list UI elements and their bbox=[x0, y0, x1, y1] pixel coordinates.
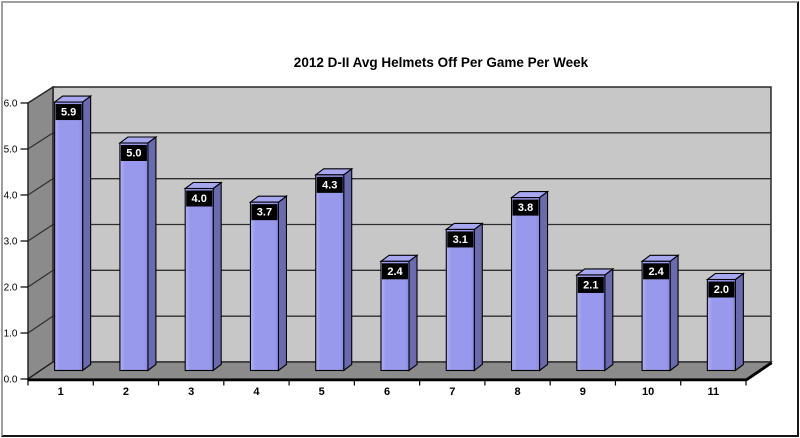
side-wall-gridline bbox=[27, 86, 54, 104]
bar-value-label: 4.3 bbox=[322, 179, 337, 191]
bar-value-label: 5.0 bbox=[126, 148, 141, 160]
bar-front-face bbox=[445, 228, 475, 372]
bar-value-box bbox=[55, 104, 82, 121]
x-axis-label: 6 bbox=[384, 386, 390, 398]
bar-side-face bbox=[538, 190, 549, 372]
bar-front-face bbox=[249, 201, 280, 372]
side-wall-gridline bbox=[27, 132, 54, 150]
bar-side-face bbox=[343, 167, 353, 372]
bar-value-box bbox=[577, 276, 604, 293]
x-axis-label: 11 bbox=[708, 386, 720, 398]
bar-front-face bbox=[184, 187, 214, 372]
y-axis-label: 3.0 bbox=[4, 237, 18, 248]
side-wall-gridline bbox=[27, 269, 54, 288]
x-axis-label: 7 bbox=[449, 386, 455, 398]
bar-side-face bbox=[277, 195, 288, 372]
bar-side-face bbox=[212, 181, 222, 372]
bar-side-face bbox=[147, 135, 157, 372]
bar-value-box bbox=[708, 281, 735, 298]
side-wall-gridline bbox=[27, 178, 54, 196]
x-axis-label: 1 bbox=[58, 386, 64, 398]
bar-value-box bbox=[382, 263, 408, 280]
y-axis-label: 5.0 bbox=[4, 145, 18, 156]
bar-value-box bbox=[120, 145, 147, 161]
x-axis-label: 2 bbox=[123, 386, 129, 398]
bar-side-face bbox=[604, 267, 614, 372]
y-axis-label: 0.0 bbox=[4, 375, 18, 386]
x-axis-label: 3 bbox=[188, 386, 194, 398]
bar-side-face bbox=[82, 94, 92, 372]
x-axis-label: 8 bbox=[514, 386, 520, 398]
bar-front-face bbox=[510, 197, 541, 372]
y-axis-label: 2.0 bbox=[4, 283, 18, 294]
bar-value-label: 3.8 bbox=[518, 202, 533, 214]
bar-value-label: 2.4 bbox=[648, 266, 664, 278]
bar-value-label: 3.1 bbox=[453, 234, 468, 246]
side-wall-gridline bbox=[27, 315, 54, 334]
bar-value-box bbox=[186, 190, 213, 207]
bar-side-face bbox=[473, 222, 483, 372]
x-axis-label: 10 bbox=[642, 386, 654, 398]
side-wall-gridline bbox=[27, 223, 54, 242]
bar-value-box bbox=[447, 231, 474, 248]
bar-value-label: 3.7 bbox=[257, 207, 272, 219]
bar-value-box bbox=[251, 204, 278, 221]
bar-value-label: 4.0 bbox=[192, 193, 207, 205]
x-axis-label: 4 bbox=[253, 386, 260, 398]
bar-front-face bbox=[54, 101, 84, 372]
bar-side-face bbox=[408, 254, 418, 372]
bar-value-label: 2.1 bbox=[583, 279, 598, 291]
chart-title: 2012 D-II Avg Helmets Off Per Game Per W… bbox=[293, 55, 589, 70]
bar-value-label: 2.0 bbox=[714, 284, 729, 296]
bar-front-face bbox=[119, 142, 149, 372]
bar-front-face bbox=[380, 260, 410, 372]
x-axis-label: 9 bbox=[580, 386, 586, 398]
bar-value-box bbox=[316, 176, 343, 193]
x-axis-label: 5 bbox=[319, 386, 325, 398]
bar-side-face bbox=[734, 272, 744, 372]
bar-front-face bbox=[315, 174, 345, 372]
bar-value-box bbox=[643, 263, 670, 280]
bar-value-label: 2.4 bbox=[387, 266, 403, 278]
bar-value-label: 5.9 bbox=[61, 107, 76, 119]
y-axis-label: 1.0 bbox=[4, 329, 18, 340]
bar-side-face bbox=[669, 254, 679, 372]
bar-front-face bbox=[641, 260, 671, 372]
y-axis-label: 4.0 bbox=[4, 191, 18, 202]
bar-value-box bbox=[512, 199, 539, 216]
y-axis-label: 6.0 bbox=[4, 99, 18, 110]
